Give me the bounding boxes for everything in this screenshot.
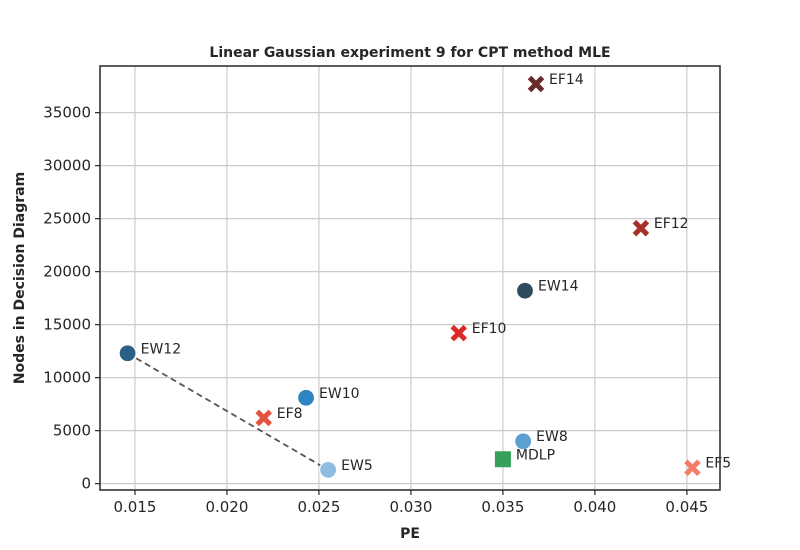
point-ew10-label: EW10	[319, 386, 360, 402]
x-tick-label: 0.030	[389, 498, 432, 516]
point-ef5	[684, 459, 701, 477]
y-tick-label: 30000	[43, 157, 91, 175]
y-tick-label: 0	[81, 475, 91, 493]
point-ew5-label: EW5	[341, 458, 373, 474]
point-ew14-label: EW14	[538, 279, 579, 295]
point-ew5	[319, 460, 338, 479]
x-tick-label: 0.035	[481, 498, 524, 516]
x-tick-label: 0.025	[297, 498, 340, 516]
point-ew8-label: EW8	[536, 429, 568, 445]
y-tick-label: 5000	[53, 422, 91, 440]
point-ew14	[515, 281, 535, 300]
y-tick-label: 35000	[43, 104, 91, 122]
point-ef12	[632, 219, 650, 237]
point-ef12-label: EF12	[654, 216, 689, 232]
y-tick-label: 25000	[43, 210, 91, 228]
point-ew8	[514, 432, 533, 451]
connector-line	[127, 352, 329, 471]
x-tick-label: 0.020	[205, 498, 248, 516]
x-tick-label: 0.045	[665, 498, 708, 516]
point-ew12	[118, 344, 137, 363]
point-ew12-label: EW12	[141, 341, 182, 357]
plot-frame	[99, 65, 721, 491]
axis-ticks: 0.015 0.020 0.025 0.030 0.035 0.040 0.045 0 5000…	[43, 104, 708, 516]
point-ef14	[527, 75, 545, 93]
point-ef14-label: EF14	[549, 72, 584, 88]
x-tick-label: 0.015	[113, 498, 156, 516]
grid-lines	[100, 66, 720, 490]
y-axis-label: Nodes in Decision Diagram	[12, 172, 28, 384]
data-points	[118, 75, 701, 479]
chart-title: Linear Gaussian experiment 9 for CPT met…	[209, 45, 610, 61]
point-ef8	[255, 409, 273, 427]
point-mdlp	[494, 451, 511, 468]
y-tick-label: 15000	[43, 316, 91, 334]
point-labels: EF14 EF12 EW14 EF10 EW12 EW10 EF8 EW8 MDLP EF5 EW5	[141, 72, 732, 474]
x-axis-label: PE	[400, 526, 420, 542]
point-ef10	[450, 324, 468, 342]
point-ef8-label: EF8	[277, 406, 303, 422]
x-tick-label: 0.040	[573, 498, 616, 516]
y-tick-label: 20000	[43, 263, 91, 281]
point-mdlp-label: MDLP	[516, 447, 555, 463]
y-tick-label: 10000	[43, 369, 91, 387]
point-ew10	[296, 388, 316, 407]
point-ef10-label: EF10	[472, 321, 507, 337]
point-ef5-label: EF5	[705, 456, 731, 472]
